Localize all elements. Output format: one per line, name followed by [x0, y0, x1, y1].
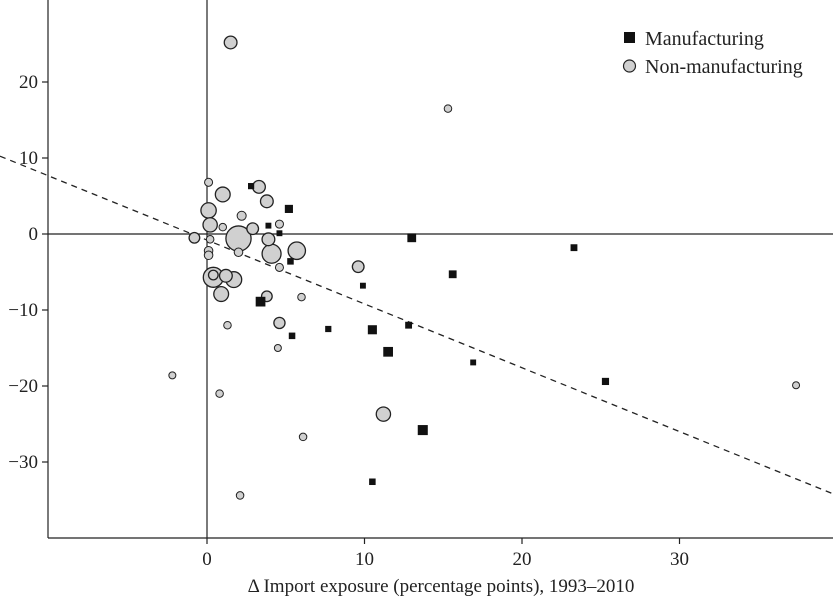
non-manufacturing-point: [273, 344, 282, 352]
manufacturing-point: [405, 321, 413, 329]
non-manufacturing-point: [235, 491, 245, 500]
non-manufacturing-point: [233, 247, 244, 258]
manufacturing-point: [284, 204, 293, 213]
non-manufacturing-point: [218, 268, 233, 283]
manufacturing-point: [248, 183, 255, 190]
x-tick-label: 10: [355, 549, 374, 570]
y-tick-label: 10: [19, 148, 38, 169]
non-manufacturing-point: [351, 260, 365, 274]
legend: Manufacturing Non-manufacturing: [622, 28, 803, 78]
non-manufacturing-point: [261, 243, 282, 264]
y-tick-label: −10: [8, 300, 38, 321]
non-manufacturing-point: [215, 389, 224, 398]
non-manufacturing-point: [207, 269, 219, 281]
x-tick-label: 0: [202, 549, 212, 570]
non-manufacturing-point: [202, 217, 218, 233]
non-manufacturing-point: [213, 285, 230, 303]
non-manufacturing-point: [251, 179, 266, 194]
non-manufacturing-point: [287, 241, 307, 261]
non-manufacturing-point: [261, 232, 276, 247]
manufacturing-point: [287, 258, 294, 265]
non-manufacturing-point: [792, 381, 801, 390]
non-manufacturing-point: [259, 194, 274, 209]
non-manufacturing-point: [203, 250, 214, 261]
plot-frame: [47, 0, 833, 539]
non-manufacturing-point: [218, 222, 228, 232]
manufacturing-point: [470, 359, 477, 366]
non-manufacturing-point: [246, 222, 260, 236]
manufacturing-point: [601, 377, 610, 386]
manufacturing-point: [255, 296, 266, 307]
points-layer: [168, 35, 801, 500]
manufacturing-point: [276, 230, 283, 237]
y-tick-label: 20: [19, 72, 38, 93]
x-axis-ticks: 0 10 20 30: [202, 538, 689, 570]
manufacturing-point: [288, 332, 296, 340]
manufacturing-point: [383, 346, 393, 357]
non-manufacturing-point: [274, 219, 284, 229]
non-manufacturing-point: [223, 35, 238, 50]
legend-marker-manufacturing: [624, 32, 635, 43]
x-axis-title: Δ Import exposure (percentage points), 1…: [248, 576, 635, 597]
manufacturing-point: [265, 222, 272, 229]
manufacturing-point: [325, 325, 332, 333]
fit-line: [0, 155, 833, 495]
non-manufacturing-point: [236, 210, 247, 221]
non-manufacturing-point: [298, 432, 308, 442]
manufacturing-point: [407, 233, 417, 243]
reference-lines: [48, 0, 833, 538]
non-manufacturing-point: [274, 262, 284, 272]
legend-marker-non-manufacturing: [622, 59, 637, 73]
non-manufacturing-point: [214, 186, 231, 203]
y-tick-label: −20: [8, 376, 38, 397]
non-manufacturing-point: [443, 104, 453, 113]
non-manufacturing-point: [188, 231, 201, 244]
non-manufacturing-point: [204, 177, 214, 187]
x-tick-label: 20: [513, 549, 532, 570]
non-manufacturing-point: [273, 316, 286, 330]
y-tick-label: 0: [29, 224, 39, 245]
non-manufacturing-point: [205, 235, 215, 244]
manufacturing-point: [359, 282, 366, 289]
non-manufacturing-point: [168, 371, 177, 380]
y-axis-ticks: −30 −20 −10 0 10 20: [8, 72, 48, 473]
legend-label-manufacturing: Manufacturing: [645, 28, 764, 50]
manufacturing-point: [570, 244, 578, 252]
fit-line-layer: [0, 155, 833, 495]
non-manufacturing-point: [297, 292, 306, 302]
manufacturing-point: [369, 478, 376, 486]
non-manufacturing-point: [375, 406, 392, 422]
non-manufacturing-point: [200, 202, 217, 219]
non-manufacturing-point: [223, 320, 232, 330]
y-tick-label: −30: [8, 452, 38, 473]
manufacturing-point: [367, 325, 377, 335]
manufacturing-point: [448, 270, 457, 279]
x-tick-label: 30: [670, 549, 689, 570]
legend-label-non-manufacturing: Non-manufacturing: [645, 56, 803, 78]
manufacturing-point: [417, 425, 428, 436]
